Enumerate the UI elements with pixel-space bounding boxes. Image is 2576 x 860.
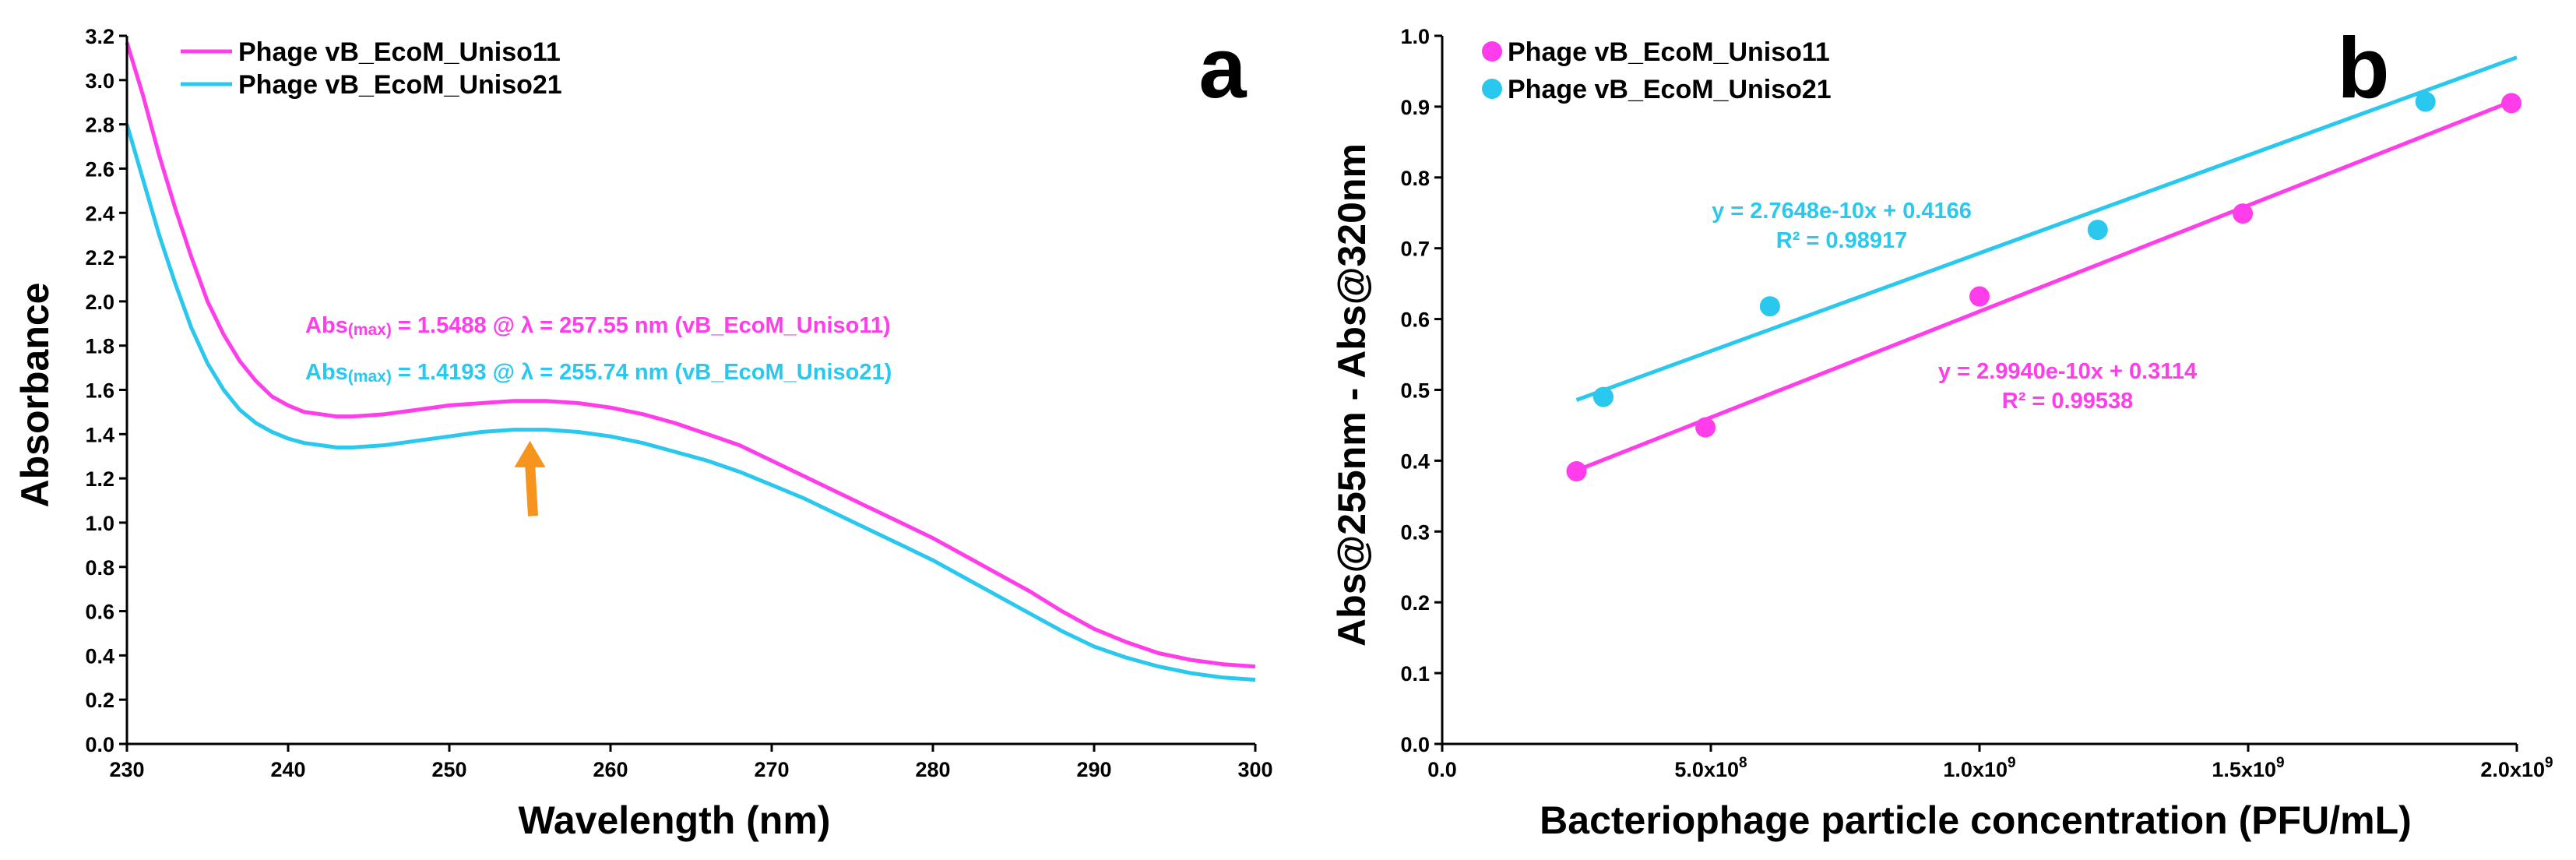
x-tick-label: 230 <box>109 758 144 781</box>
y-tick-label: 0.6 <box>1400 308 1430 332</box>
panel-b-axes <box>1441 36 2517 745</box>
x-tick-label: 1.0x109 <box>1943 755 2015 781</box>
x-tick-label: 250 <box>431 758 466 781</box>
abs-max-annotation-uniso11: Abs(max) = 1.5488 @ λ = 257.55 nm (vB_Ec… <box>305 313 891 339</box>
ann1-prefix: Abs <box>305 360 348 385</box>
panel-a: a 0.0 0.2 0.4 0.6 0.8 1.0 1.2 1.4 1.6 1.8 2.0 2.2 2.… <box>13 20 1273 842</box>
data-point-uniso11 <box>1969 286 1990 307</box>
y-tick-label: 1.0 <box>85 512 114 535</box>
legend-label-uniso21: Phage vB_EcoM_Uniso21 <box>238 70 562 100</box>
ann0-prefix: Abs <box>305 313 348 338</box>
ann0-sub: (max) <box>348 321 392 339</box>
y-tick-label: 0.1 <box>1400 662 1430 686</box>
abs-max-annotation-uniso21: Abs(max) = 1.4193 @ λ = 255.74 nm (vB_Ec… <box>305 360 892 386</box>
data-point-uniso11 <box>1695 417 1716 438</box>
legend-label-uniso21-b: Phage vB_EcoM_Uniso21 <box>1508 75 1832 104</box>
ann1-text: = 1.4193 @ λ = 255.74 nm (vB_EcoM_Uniso2… <box>392 360 892 385</box>
data-point-uniso21 <box>1593 386 1614 407</box>
panel-a-axes <box>125 36 1255 745</box>
panel-b-y-title: Abs@255nm - Abs@320nm <box>1330 143 1374 647</box>
panel-a-ticks: 0.0 0.2 0.4 0.6 0.8 1.0 1.2 1.4 1.6 1.8 2.0 2.2 2.4 2… <box>85 25 1272 781</box>
x-tick-label: 240 <box>270 758 305 781</box>
series-line-uniso11 <box>125 41 1256 669</box>
panel-b-ticks: 0.0 0.1 0.2 0.3 0.4 0.5 0.6 0.7 0.8 0.9 1.0 0.0 5.0x… <box>1400 25 2553 781</box>
data-point-uniso11 <box>1566 461 1587 482</box>
data-point-uniso11 <box>2501 93 2522 114</box>
x-tick-label: 260 <box>593 758 628 781</box>
legend-marker-uniso21 <box>1482 79 1502 99</box>
data-point-uniso21 <box>2087 220 2108 241</box>
legend-label-uniso11: Phage vB_EcoM_Uniso11 <box>238 37 561 67</box>
panel-a-x-title: Wavelength (nm) <box>519 798 831 842</box>
y-tick-label: 3.0 <box>85 69 114 93</box>
y-tick-label: 0.0 <box>1400 733 1430 756</box>
trend-r2-uniso11: R² = 0.99538 <box>2002 389 2133 414</box>
y-tick-label: 1.0 <box>1400 25 1430 48</box>
legend-label-uniso11-b: Phage vB_EcoM_Uniso11 <box>1508 37 1830 67</box>
panel-b-points <box>1566 91 2522 482</box>
trendline-uniso21 <box>1575 55 2518 402</box>
y-tick-label: 2.4 <box>85 202 114 225</box>
x-tick-label: 290 <box>1076 758 1111 781</box>
series-line-uniso21 <box>125 123 1256 682</box>
y-tick-label: 0.0 <box>85 733 114 756</box>
peak-arrow <box>514 440 546 516</box>
x-tick-label: 5.0x108 <box>1674 755 1747 781</box>
panel-a-y-title: Absorbance <box>13 283 57 508</box>
trend-equation-uniso11: y = 2.9940e-10x + 0.3114 <box>1938 359 2197 384</box>
data-point-uniso11 <box>2233 203 2254 224</box>
y-tick-label: 2.0 <box>85 291 114 314</box>
panel-a-series <box>125 41 1256 682</box>
y-tick-label: 0.4 <box>1400 449 1430 473</box>
x-tick-label: 270 <box>754 758 789 781</box>
panel-b-letter: b <box>2337 20 2389 116</box>
x-tick-label: 0.0 <box>1427 758 1457 781</box>
y-tick-label: 0.2 <box>1400 591 1430 615</box>
x-tick-label: 2.0x109 <box>2480 755 2553 781</box>
y-tick-label: 2.2 <box>85 246 114 270</box>
y-tick-label: 1.8 <box>85 335 114 358</box>
y-tick-label: 0.5 <box>1400 379 1430 403</box>
x-tick-label: 280 <box>915 758 950 781</box>
panel-b: b 0.0 0.1 0.2 0.3 0.4 0.5 0.6 0.7 0.8 0.9 1.0 0.0 5.… <box>1330 20 2553 842</box>
y-tick-label: 3.2 <box>85 25 114 48</box>
y-tick-label: 2.8 <box>85 114 114 137</box>
panel-a-legend: Phage vB_EcoM_Uniso11 Phage vB_EcoM_Unis… <box>181 37 562 100</box>
trend-equation-uniso21: y = 2.7648e-10x + 0.4166 <box>1712 199 1972 224</box>
y-tick-label: 1.6 <box>85 379 114 403</box>
y-tick-label: 0.3 <box>1400 520 1430 544</box>
y-tick-label: 0.2 <box>85 689 114 712</box>
trendline-uniso11 <box>1575 100 2513 473</box>
y-tick-label: 0.6 <box>85 601 114 624</box>
panel-b-x-title: Bacteriophage particle concentration (PF… <box>1540 798 2412 842</box>
data-point-uniso21 <box>2415 91 2436 112</box>
x-tick-label: 300 <box>1237 758 1272 781</box>
ann1-sub: (max) <box>348 368 392 386</box>
data-point-uniso21 <box>1759 296 1780 317</box>
y-tick-label: 0.4 <box>85 644 114 668</box>
arrow-head <box>514 440 546 467</box>
y-tick-label: 1.4 <box>85 423 114 446</box>
legend-marker-uniso11 <box>1482 41 1502 62</box>
panel-a-letter: a <box>1198 20 1247 116</box>
panel-b-trendlines <box>1575 55 2518 473</box>
trend-r2-uniso21: R² = 0.98917 <box>1776 228 1907 253</box>
y-tick-label: 0.7 <box>1400 238 1430 261</box>
arrow-shaft <box>525 462 538 516</box>
y-tick-label: 1.2 <box>85 467 114 491</box>
x-tick-label: 1.5x109 <box>2212 755 2284 781</box>
y-tick-label: 2.6 <box>85 157 114 181</box>
panel-b-legend: Phage vB_EcoM_Uniso11 Phage vB_EcoM_Unis… <box>1482 37 1832 104</box>
y-tick-label: 0.8 <box>85 556 114 580</box>
y-tick-label: 0.8 <box>1400 167 1430 190</box>
y-tick-label: 0.9 <box>1400 96 1430 119</box>
ann0-text: = 1.5488 @ λ = 257.55 nm (vB_EcoM_Uniso1… <box>392 313 891 338</box>
